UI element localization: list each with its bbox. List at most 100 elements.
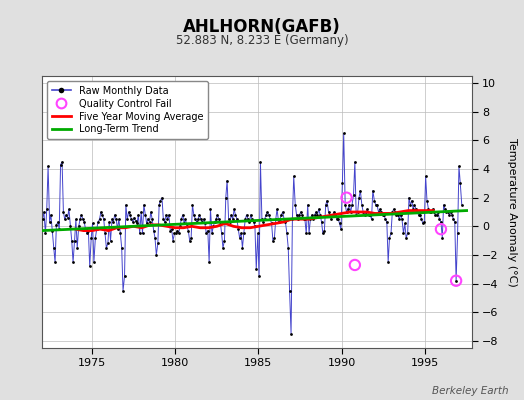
Point xyxy=(64,206,73,212)
Point xyxy=(235,234,244,241)
Point xyxy=(334,216,342,222)
Point xyxy=(220,238,228,244)
Point xyxy=(196,216,205,222)
Point xyxy=(173,228,181,234)
Point xyxy=(412,206,420,212)
Point xyxy=(121,273,129,280)
Point xyxy=(434,209,442,215)
Point xyxy=(194,216,202,222)
Point xyxy=(263,209,271,215)
Point xyxy=(169,238,177,244)
Point xyxy=(185,238,194,244)
Point xyxy=(94,219,102,225)
Point xyxy=(363,206,372,212)
Point xyxy=(238,244,247,251)
Point xyxy=(208,230,216,237)
Point xyxy=(365,212,373,218)
Point xyxy=(97,209,105,215)
Point xyxy=(449,216,457,222)
Point xyxy=(191,216,200,222)
Point xyxy=(245,219,254,225)
Point xyxy=(190,212,198,218)
Point xyxy=(405,194,413,201)
Point xyxy=(427,209,435,215)
Point xyxy=(275,219,283,225)
Point xyxy=(224,216,233,222)
Point xyxy=(174,230,183,237)
Point xyxy=(409,206,417,212)
Point xyxy=(361,212,369,218)
Point xyxy=(262,212,270,218)
Point xyxy=(127,216,136,222)
Point xyxy=(87,234,95,241)
Point xyxy=(243,212,251,218)
Point xyxy=(394,212,402,218)
Point xyxy=(147,209,155,215)
Point xyxy=(383,219,391,225)
Point xyxy=(57,162,65,168)
Point xyxy=(198,219,206,225)
Point xyxy=(401,220,409,227)
Point xyxy=(269,238,277,244)
Point xyxy=(77,212,85,218)
Point xyxy=(54,219,62,225)
Point xyxy=(70,238,79,244)
Point xyxy=(202,230,211,237)
Point xyxy=(424,206,433,212)
Point xyxy=(209,223,217,230)
Point xyxy=(102,244,111,251)
Point xyxy=(145,219,154,225)
Point xyxy=(281,219,290,225)
Point xyxy=(168,226,176,232)
Point xyxy=(122,202,130,208)
Point xyxy=(133,220,141,227)
Point xyxy=(50,244,58,251)
Point xyxy=(148,216,156,222)
Point xyxy=(279,209,287,215)
Point xyxy=(237,230,245,237)
Point xyxy=(378,212,387,218)
Point xyxy=(322,202,330,208)
Point xyxy=(258,216,266,222)
Point xyxy=(166,228,174,234)
Point xyxy=(362,209,370,215)
Point xyxy=(345,202,354,208)
Point xyxy=(431,212,440,218)
Point xyxy=(69,259,77,265)
Point xyxy=(367,216,376,222)
Point xyxy=(342,194,351,201)
Point xyxy=(83,230,91,237)
Point xyxy=(52,222,61,228)
Point xyxy=(441,206,449,212)
Point xyxy=(195,212,204,218)
Point xyxy=(234,226,243,232)
Point xyxy=(106,238,115,244)
Point xyxy=(260,216,269,222)
Point xyxy=(438,234,446,241)
Point xyxy=(160,219,169,225)
Point xyxy=(280,216,288,222)
Point xyxy=(413,209,421,215)
Point xyxy=(162,212,170,218)
Point xyxy=(117,244,126,251)
Point xyxy=(188,202,196,208)
Point xyxy=(320,228,329,234)
Point xyxy=(68,238,76,244)
Point xyxy=(366,212,374,218)
Point xyxy=(119,288,127,294)
Point xyxy=(152,252,160,258)
Point xyxy=(228,216,237,222)
Point xyxy=(318,219,326,225)
Point xyxy=(252,266,260,272)
Point xyxy=(273,206,281,212)
Point xyxy=(384,259,392,265)
Point xyxy=(74,223,83,230)
Point xyxy=(429,206,437,212)
Point xyxy=(423,197,431,204)
Point xyxy=(144,216,152,222)
Point xyxy=(85,263,94,270)
Point xyxy=(172,230,180,237)
Point xyxy=(156,197,165,204)
Text: Berkeley Earth: Berkeley Earth xyxy=(432,386,508,396)
Point xyxy=(373,202,381,208)
